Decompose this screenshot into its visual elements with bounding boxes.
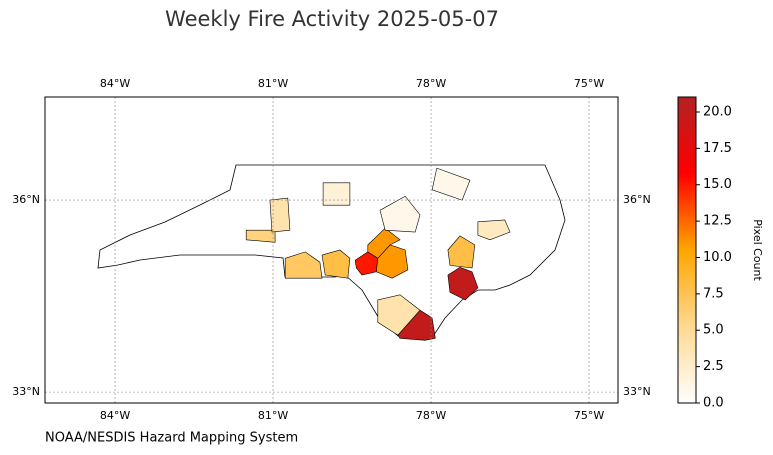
colorbar-tick-label: 17.5: [703, 141, 732, 156]
x-tick-label: 84°W: [100, 77, 130, 90]
colorbar-tick-label: 20.0: [703, 104, 732, 119]
colorbar-tick-label: 0.0: [703, 396, 724, 411]
x-tick-label: 84°W: [100, 409, 130, 422]
state-outline: [97, 164, 566, 339]
colorbar-label: Pixel Count: [751, 219, 764, 281]
colorbar-tick-label: 5.0: [703, 323, 724, 338]
county-fill: [477, 219, 511, 241]
county-fill: [447, 235, 476, 269]
y-tick-label: 33°N: [623, 385, 651, 398]
colorbar-tick-label: 15.0: [703, 177, 732, 192]
county-fill: [377, 294, 421, 336]
credit: NOAA/NESDIS Hazard Mapping System: [45, 431, 298, 446]
county-fill: [269, 197, 291, 233]
y-tick-label: 36°N: [12, 193, 40, 206]
y-tick-label: 33°N: [12, 385, 40, 398]
chart-title: Weekly Fire Activity 2025-05-07: [165, 7, 499, 31]
map-frame: [44, 96, 619, 404]
county-fill: [379, 195, 421, 233]
x-tick-label: 75°W: [574, 77, 604, 90]
x-tick-label: 78°W: [416, 77, 446, 90]
x-tick-label: 81°W: [258, 77, 288, 90]
x-tick-label: 78°W: [416, 409, 446, 422]
colorbar-tick-label: 10.0: [703, 250, 732, 265]
colorbar: [677, 96, 697, 404]
colorbar-tick-label: 7.5: [703, 286, 724, 301]
county-fill: [245, 229, 276, 243]
county-fill: [447, 266, 479, 301]
colorbar-tick-label: 2.5: [703, 359, 724, 374]
y-tick-label: 36°N: [623, 193, 651, 206]
county-fill: [284, 251, 323, 279]
x-tick-label: 81°W: [258, 409, 288, 422]
x-tick-label: 75°W: [574, 409, 604, 422]
county-fill: [321, 249, 351, 279]
county-fill: [322, 182, 351, 206]
colorbar-tick-label: 12.5: [703, 214, 732, 229]
